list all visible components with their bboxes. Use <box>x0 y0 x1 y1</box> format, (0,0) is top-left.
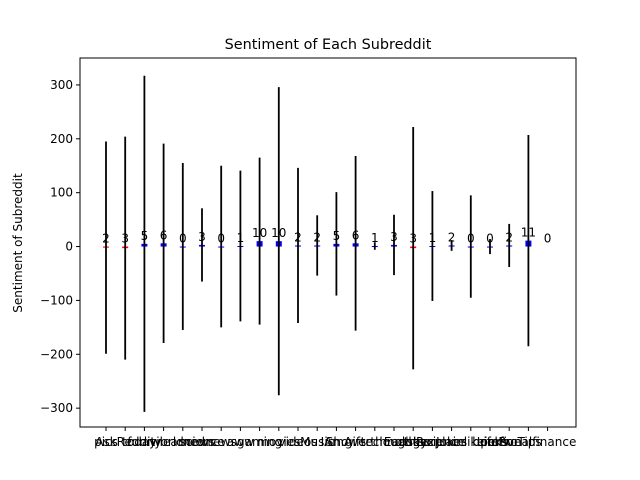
data-label: 2 <box>505 230 513 244</box>
data-label: 5 <box>333 229 341 243</box>
data-label: 3 <box>198 230 206 244</box>
data-label: 6 <box>160 228 168 242</box>
chart-title: Sentiment of Each Subreddit <box>225 37 432 53</box>
x-tick-label: aww <box>227 435 254 449</box>
x-tick-label: todayilearned <box>122 435 205 449</box>
x-tick-label: EarthPorn <box>384 435 443 449</box>
y-tick-label: −200 <box>40 347 73 361</box>
x-tick-label: personalfinance <box>480 435 576 449</box>
x-tick-label: news <box>206 435 237 449</box>
x-tick-label: worldnews <box>151 435 215 449</box>
x-tick-label: gaming <box>237 435 282 449</box>
data-label: 1 <box>237 231 245 245</box>
data-label: 1 <box>429 231 437 245</box>
data-label: 10 <box>271 226 286 240</box>
x-tick-label: IAmA <box>321 435 353 449</box>
data-label: 10 <box>252 226 267 240</box>
errorbars-group <box>105 75 530 412</box>
data-label: 0 <box>486 232 494 246</box>
y-ticks-group: −300 −200 −100 0 100 200 300 <box>40 78 80 415</box>
y-tick-label: 200 <box>50 132 73 146</box>
data-label: 2 <box>102 232 110 246</box>
x-tick-label: Jokes <box>435 435 467 449</box>
data-label: 0 <box>544 232 552 246</box>
data-label: 2 <box>313 230 321 244</box>
x-tick-label: AskReddit <box>95 435 155 449</box>
x-tick-label: Showerthoughts <box>326 435 424 449</box>
data-label: 3 <box>390 230 398 244</box>
data-label: 11 <box>521 226 536 240</box>
x-tick-label: pics <box>94 435 118 449</box>
y-tick-label: −300 <box>40 401 73 415</box>
data-label: 3 <box>121 232 129 246</box>
x-tick-label: LifeProTips <box>477 435 542 449</box>
data-label: 3 <box>409 232 417 246</box>
y-tick-label: 100 <box>50 186 73 200</box>
x-tick-label: explainlikeimfive <box>420 435 521 449</box>
x-tick-label: books <box>472 435 508 449</box>
data-label: 0 <box>467 232 475 246</box>
data-label: 0 <box>217 232 225 246</box>
data-label: 1 <box>371 231 379 245</box>
y-tick-label: 0 <box>65 240 73 254</box>
x-tick-label: movies <box>257 435 300 449</box>
x-tick-label: funny <box>127 435 161 449</box>
data-label: 5 <box>141 229 149 243</box>
data-label: 0 <box>179 232 187 246</box>
x-ticks-group: picsAskRedditfunnytodayilearnedworldnews… <box>94 427 576 449</box>
x-tick-label: science <box>179 435 224 449</box>
x-tick-label: Music <box>300 435 334 449</box>
data-label: 2 <box>294 230 302 244</box>
x-tick-label: gifs <box>345 435 366 449</box>
data-label: 2 <box>448 230 456 244</box>
y-tick-label: 300 <box>50 78 73 92</box>
data-labels-group: 2 3 5 6 0 3 0 1 10 10 2 2 5 6 1 3 3 1 2 0 0 2 11 0 <box>102 226 551 246</box>
x-tick-label: askscience <box>400 435 466 449</box>
y-axis-label: Sentiment of Subreddit <box>11 173 25 313</box>
x-tick-label: videos <box>278 435 317 449</box>
plot-frame <box>79 57 577 428</box>
data-label: 6 <box>352 228 360 242</box>
x-tick-label: technology <box>361 435 428 449</box>
y-tick-label: −100 <box>40 293 73 307</box>
